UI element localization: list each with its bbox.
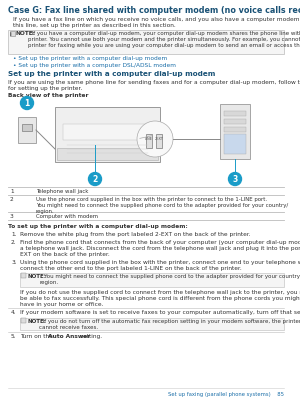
Text: Back view of the printer: Back view of the printer <box>8 93 88 98</box>
Text: 2EXT: 2EXT <box>154 137 164 141</box>
Text: 2: 2 <box>10 197 14 202</box>
Text: Find the phone cord that connects from the back of your computer (your computer : Find the phone cord that connects from t… <box>20 240 300 245</box>
Text: 4.: 4. <box>11 310 16 315</box>
Text: 1: 1 <box>24 99 30 107</box>
Text: 3: 3 <box>232 174 238 184</box>
Text: Set up faxing (parallel phone systems)    85: Set up faxing (parallel phone systems) 8… <box>168 392 284 397</box>
Text: 1: 1 <box>10 189 14 194</box>
Text: a telephone wall jack. Disconnect the cord from the telephone wall jack and plug: a telephone wall jack. Disconnect the co… <box>20 246 300 251</box>
FancyBboxPatch shape <box>146 134 152 148</box>
Text: i: i <box>10 32 12 37</box>
Text: 3: 3 <box>10 214 14 219</box>
Text: If you do not use the supplied cord to connect from the telephone wall jack to t: If you do not use the supplied cord to c… <box>20 290 300 307</box>
Text: If you have a fax line on which you receive no voice calls, and you also have a : If you have a fax line on which you rece… <box>13 17 300 22</box>
FancyBboxPatch shape <box>57 148 158 160</box>
Text: If your modem software is set to receive faxes to your computer automatically, t: If your modem software is set to receive… <box>20 310 300 315</box>
FancyBboxPatch shape <box>20 273 284 287</box>
Text: this line, set up the printer as described in this section.: this line, set up the printer as describ… <box>13 23 176 28</box>
Text: You might need to connect the supplied phone cord to the adapter provided for yo: You might need to connect the supplied p… <box>39 274 300 285</box>
Text: NOTE:: NOTE: <box>16 31 36 36</box>
Text: 3.: 3. <box>11 260 16 265</box>
Text: 2: 2 <box>92 174 98 184</box>
Text: Turn on the: Turn on the <box>20 334 55 339</box>
Text: Set up the printer with a computer dial-up modem: Set up the printer with a computer dial-… <box>8 71 215 77</box>
Text: NOTE:: NOTE: <box>28 274 47 279</box>
Circle shape <box>88 172 101 186</box>
Text: connect the other end to the port labeled 1-LINE on the back of the printer.: connect the other end to the port labele… <box>20 266 242 271</box>
Text: • Set up the printer with a computer dial-up modem: • Set up the printer with a computer dia… <box>13 56 167 61</box>
FancyBboxPatch shape <box>224 127 246 132</box>
FancyBboxPatch shape <box>18 117 36 143</box>
Text: LINE: LINE <box>145 137 153 141</box>
FancyBboxPatch shape <box>63 124 152 140</box>
FancyBboxPatch shape <box>156 134 162 148</box>
FancyBboxPatch shape <box>8 30 284 54</box>
Text: If you do not turn off the automatic fax reception setting in your modem softwar: If you do not turn off the automatic fax… <box>39 319 300 330</box>
Text: Remove the white plug from the port labeled 2-EXT on the back of the printer.: Remove the white plug from the port labe… <box>20 232 250 237</box>
Text: • Set up the printer with a computer DSL/ADSL modem: • Set up the printer with a computer DSL… <box>13 63 176 68</box>
Text: Case G: Fax line shared with computer modem (no voice calls received): Case G: Fax line shared with computer mo… <box>8 6 300 15</box>
FancyBboxPatch shape <box>224 111 246 116</box>
Text: Auto Answer: Auto Answer <box>48 334 91 339</box>
Text: Using the phone cord supplied in the box with the printer, connect one end to yo: Using the phone cord supplied in the box… <box>20 260 300 265</box>
Text: Use the phone cord supplied in the box with the printer to connect to the 1-LINE: Use the phone cord supplied in the box w… <box>36 197 288 214</box>
FancyBboxPatch shape <box>20 318 284 330</box>
FancyBboxPatch shape <box>21 318 26 323</box>
Text: 2.: 2. <box>11 240 16 245</box>
FancyBboxPatch shape <box>22 124 32 131</box>
Text: Computer with modem: Computer with modem <box>36 214 98 219</box>
FancyBboxPatch shape <box>224 134 246 154</box>
Text: for setting up the printer.: for setting up the printer. <box>8 86 82 91</box>
FancyBboxPatch shape <box>224 119 246 124</box>
FancyBboxPatch shape <box>21 273 26 278</box>
Text: setting.: setting. <box>78 334 102 339</box>
Text: If you have a computer dial-up modem, your computer dial-up modem shares the pho: If you have a computer dial-up modem, yo… <box>28 31 300 48</box>
FancyBboxPatch shape <box>55 107 160 162</box>
Text: If you are using the same phone line for sending faxes and for a computer dial-u: If you are using the same phone line for… <box>8 80 300 85</box>
Circle shape <box>229 172 242 186</box>
Text: 1.: 1. <box>11 232 16 237</box>
Text: 5.: 5. <box>11 334 16 339</box>
Text: Telephone wall jack: Telephone wall jack <box>36 189 88 194</box>
Circle shape <box>137 121 173 157</box>
FancyBboxPatch shape <box>220 104 250 159</box>
Text: To set up the printer with a computer dial-up modem:: To set up the printer with a computer di… <box>8 224 188 229</box>
Text: EXT on the back of the printer.: EXT on the back of the printer. <box>20 252 110 257</box>
Text: NOTE:: NOTE: <box>28 319 47 324</box>
Circle shape <box>20 97 34 109</box>
FancyBboxPatch shape <box>10 31 14 36</box>
